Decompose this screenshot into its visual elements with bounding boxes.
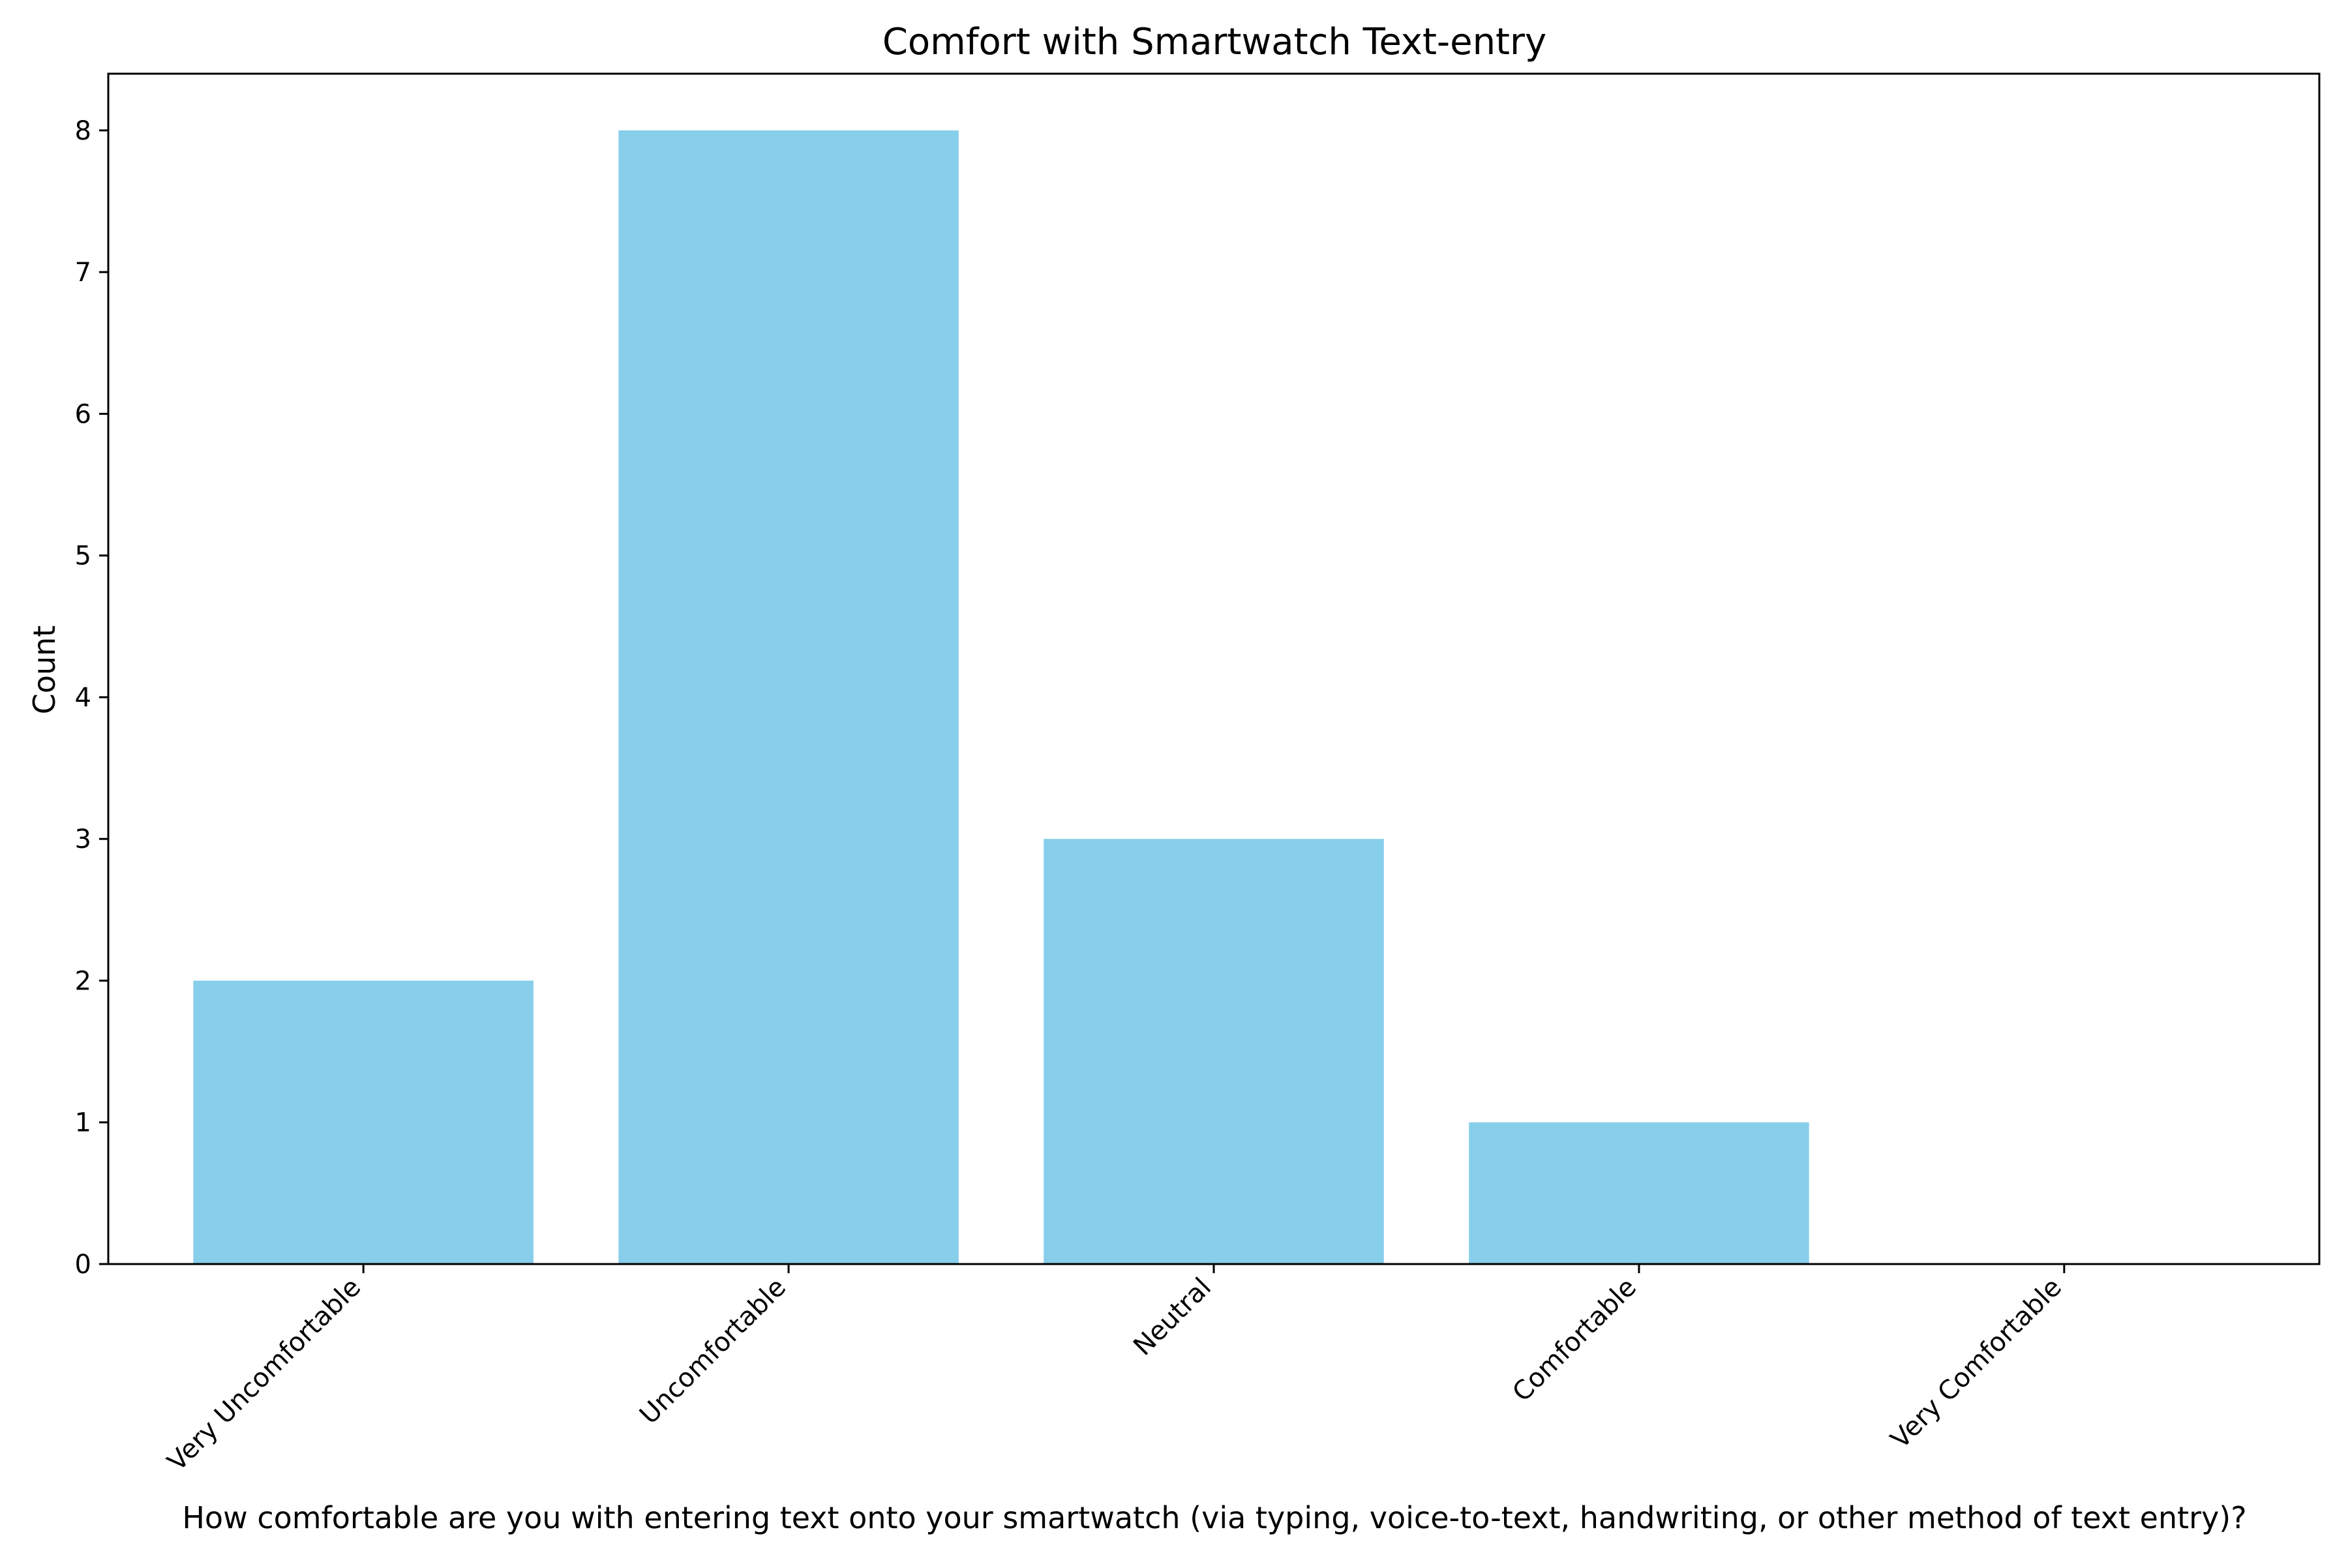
x-axis: Very Uncomfortable Uncomfortable Neutral Co…: [162, 1264, 2068, 1477]
bar-uncomfortable: [618, 130, 959, 1264]
y-tick-label: 4: [75, 683, 91, 713]
bar-comfortable: [1469, 1122, 1809, 1264]
y-tick-label: 8: [75, 116, 91, 146]
y-tick-label: 5: [75, 541, 91, 571]
x-tick-label: Uncomfortable: [634, 1273, 792, 1430]
bar-very-uncomfortable: [193, 980, 534, 1264]
y-axis-label: Count: [27, 626, 62, 715]
y-tick-label: 6: [75, 399, 91, 429]
plot-frame: [107, 72, 2321, 1265]
x-tick-label: Very Uncomfortable: [162, 1273, 367, 1477]
y-tick-label: 0: [75, 1250, 91, 1280]
chart-title: Comfort with Smartwatch Text-entry: [882, 21, 1546, 63]
y-tick-label: 2: [75, 966, 91, 996]
y-tick-label: 7: [75, 258, 91, 288]
x-axis-label: How comfortable are you with entering te…: [182, 1500, 2246, 1535]
x-tick-label: Very Comfortable: [1885, 1273, 2068, 1455]
bar-neutral: [1044, 839, 1384, 1264]
x-tick-label: Comfortable: [1507, 1273, 1642, 1408]
y-axis: 0 1 2 3 4 5 6 7 8: [75, 116, 108, 1280]
y-tick-label: 1: [75, 1108, 91, 1138]
y-tick-label: 3: [75, 824, 91, 854]
plot-area: [193, 130, 1809, 1264]
x-tick-label: Neutral: [1128, 1273, 1217, 1362]
